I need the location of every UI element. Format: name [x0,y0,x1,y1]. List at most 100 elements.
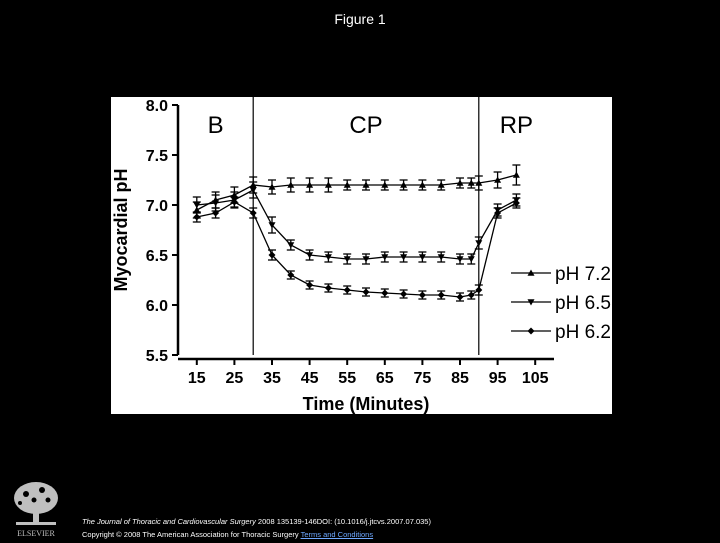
data-point [249,187,257,194]
data-point [343,286,351,294]
x-tick-label: 105 [522,370,549,387]
data-point [324,181,332,188]
data-point [343,181,351,188]
y-tick-label: 7.5 [146,148,168,165]
x-tick-label: 55 [338,370,356,387]
copyright-text: Copyright © 2008 The American Associatio… [82,530,299,539]
chart-panel: B CP RP 5.5 6.0 6.5 7.0 7.5 8.0 15 25 35 45 55 65 75 85… [111,97,612,414]
legend-marker [527,299,535,306]
data-point [287,271,295,279]
data-point [362,181,370,188]
x-tick-label: 35 [263,370,281,387]
data-point [268,222,276,229]
phase-label-0: B [208,112,224,139]
data-point [381,181,389,188]
data-point [362,288,370,296]
data-point [212,209,220,217]
legend-item-1: pH 6.5 [511,293,611,314]
elsevier-logo: ELSEVIER [6,478,66,538]
logo-label: ELSEVIER [17,529,55,538]
series-layer [192,164,521,302]
data-point [437,291,445,299]
data-point [230,198,238,206]
data-point [456,179,464,186]
series-1 [192,181,521,265]
data-point [287,181,295,188]
copyright-line: Copyright © 2008 The American Associatio… [82,528,431,541]
data-point [400,254,408,261]
x-tick-label: 95 [489,370,507,387]
data-point [418,291,426,299]
legend-label: pH 6.5 [555,293,611,314]
y-tick-label: 5.5 [146,348,168,365]
data-point [494,176,502,183]
phase-label-1: CP [349,112,382,139]
data-point [494,209,502,217]
data-point [418,181,426,188]
citation-footer: The Journal of Thoracic and Cardiovascul… [82,515,431,541]
data-point [306,181,314,188]
figure-title: Figure 1 [334,11,386,27]
data-point [324,254,332,261]
legend-item-2: pH 6.2 [511,322,611,343]
citation-line: The Journal of Thoracic and Cardiovascul… [82,515,431,528]
data-point [475,286,483,294]
data-point [343,256,351,263]
data-point [456,293,464,301]
legend-item-0: pH 7.2 [511,264,611,285]
series-0 [192,164,521,219]
x-tick-label: 45 [301,370,319,387]
data-point [193,202,201,209]
phase-label-2: RP [500,112,533,139]
series-line-2 [196,201,517,298]
data-point [437,181,445,188]
data-point [467,256,475,263]
data-point [306,281,314,289]
data-point [467,179,475,186]
terms-link[interactable]: Terms and Conditions [300,530,374,539]
axes-layer: 5.5 6.0 6.5 7.0 7.5 8.0 15 25 35 45 55 65 75 85 95 105 T… [111,98,554,414]
y-tick-label: 6.5 [146,248,168,265]
data-point [287,242,295,249]
data-point [324,284,332,292]
journal-name: The Journal of Thoracic and Cardiovascul… [82,517,256,526]
data-point [512,199,520,207]
y-tick-label: 6.0 [146,298,168,315]
y-tick-label: 8.0 [146,98,168,115]
x-tick-label: 75 [414,370,432,387]
legend-marker [527,327,535,335]
legend-layer: pH 7.2 pH 6.5 pH 6.2 [511,264,611,343]
x-tick-label: 85 [451,370,469,387]
y-axis-label: Myocardial pH [111,168,131,291]
data-point [268,183,276,190]
data-point [475,240,483,247]
data-point [268,251,276,259]
data-point [212,200,220,207]
data-point [437,254,445,261]
data-point [456,256,464,263]
x-axis-label: Time (Minutes) [303,394,430,414]
data-point [467,291,475,299]
data-point [306,252,314,259]
citation-text: 2008 135139-146DOI: (10.1016/j.jtcvs.200… [255,517,431,526]
data-point [475,179,483,186]
legend-label: pH 7.2 [555,264,611,285]
data-point [362,256,370,263]
data-point [418,254,426,261]
data-point [193,213,201,221]
series-line-0 [196,174,517,211]
data-point [512,171,520,178]
chart: B CP RP 5.5 6.0 6.5 7.0 7.5 8.0 15 25 35 45 55 65 75 85… [111,97,611,414]
x-tick-label: 15 [188,370,206,387]
elsevier-tree-icon: ELSEVIER [6,478,66,538]
phase-layer: B CP RP [208,97,533,355]
series-line-1 [196,189,517,260]
series-2 [192,196,521,302]
legend-marker [527,269,535,276]
y-tick-label: 7.0 [146,198,168,215]
data-point [249,209,257,217]
data-point [400,290,408,298]
x-tick-label: 25 [226,370,244,387]
legend-label: pH 6.2 [555,322,611,343]
data-point [381,254,389,261]
